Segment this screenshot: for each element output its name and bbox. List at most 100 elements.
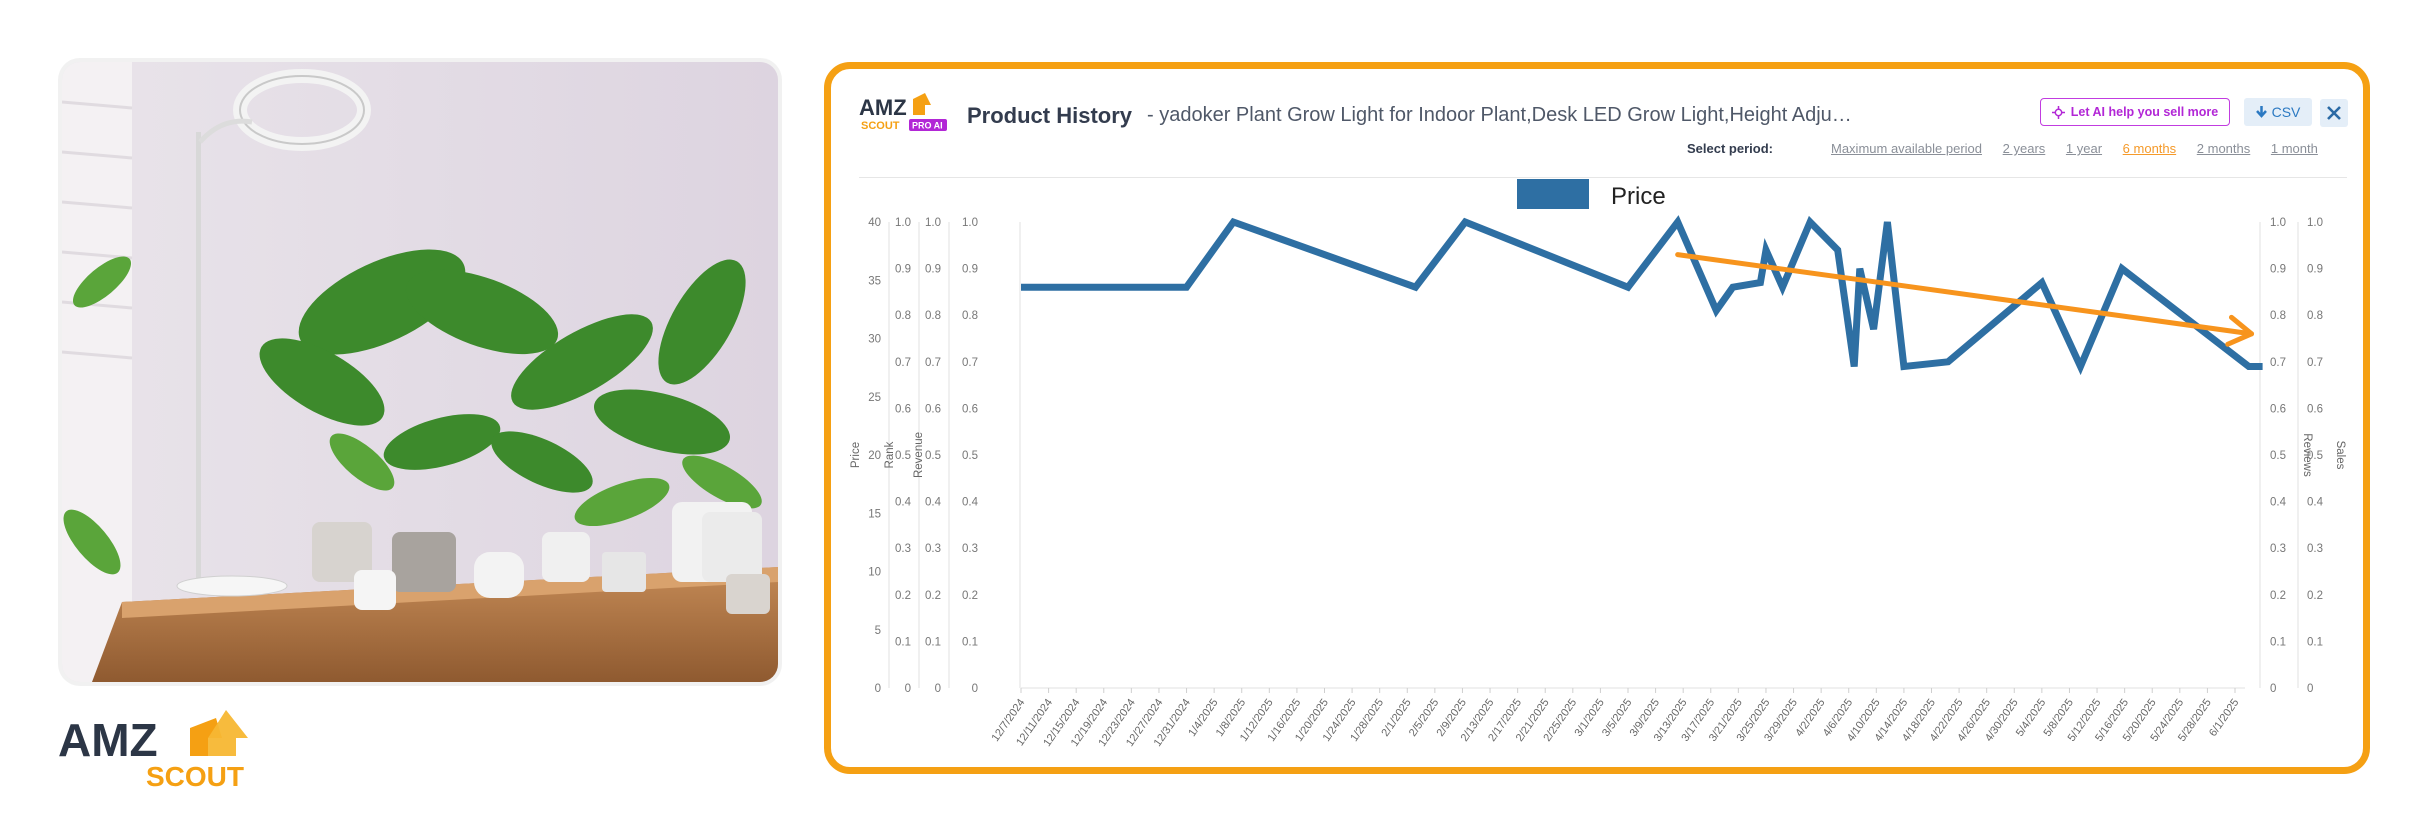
csv-download-button[interactable]: CSV: [2244, 98, 2312, 126]
period-1-month[interactable]: 1 month: [2270, 141, 2318, 156]
y-tick-rank: 0.4: [895, 497, 912, 509]
close-button[interactable]: [2320, 99, 2348, 127]
panel-logo-scout: SCOUT: [861, 120, 900, 132]
logo-text-top: AMZ: [58, 714, 158, 766]
logo-text-bottom: SCOUT: [146, 761, 244, 788]
y-tick-revenue: 0.5: [925, 450, 941, 462]
download-icon: [2255, 105, 2267, 118]
y-tick-price: 5: [875, 625, 881, 637]
y-tick-main: 0: [972, 683, 978, 695]
y-tick-sales: 0.1: [2307, 636, 2323, 648]
panel-logo-text: AMZ: [859, 95, 907, 120]
product-history-chart: Price 0 5 10 15 20 25 30 35 40 Price 0 0.1 0.2 0.3 0.4…: [850, 179, 2346, 749]
y-tick-main: 0.8: [962, 310, 978, 322]
legend-label-price: Price: [1611, 183, 1666, 210]
axis-title-reviews: Reviews: [2301, 433, 2313, 477]
y-tick-revenue: 0: [935, 683, 941, 695]
y-tick-price: 20: [868, 450, 881, 462]
y-tick-rank: 0.5: [895, 450, 911, 462]
axis-title-rank: Rank: [884, 441, 896, 468]
y-tick-revenue: 0.7: [925, 357, 941, 369]
y-tick-reviews: 0.6: [2270, 403, 2286, 415]
sparkle-icon: [2051, 105, 2065, 119]
y-tick-main: 0.4: [962, 497, 979, 509]
y-tick-price: 30: [868, 334, 881, 346]
y-tick-reviews: 1.0: [2270, 217, 2286, 229]
y-tick-sales: 0.3: [2307, 543, 2323, 555]
y-tick-main: 1.0: [962, 217, 978, 229]
trend-arrow-line: [1675, 252, 2255, 337]
y-tick-main: 0.9: [962, 264, 978, 276]
y-tick-price: 35: [868, 275, 881, 287]
header-divider: [859, 177, 2347, 178]
period-options: Maximum available period 2 years 1 year …: [1831, 141, 2335, 156]
legend-swatch-price: [1517, 179, 1589, 209]
y-tick-sales: 0.6: [2307, 403, 2323, 415]
period-1-year[interactable]: 1 year: [2065, 141, 2103, 156]
y-tick-main: 0.1: [962, 636, 978, 648]
y-tick-price: 25: [868, 392, 881, 404]
select-period-label: Select period:: [1687, 141, 1773, 156]
panel-logo: AMZ SCOUT PRO AI: [859, 93, 951, 133]
plant-lamp-photo: [62, 62, 778, 682]
y-tick-reviews: 0.3: [2270, 543, 2286, 555]
y-tick-main: 0.3: [962, 543, 978, 555]
y-tick-revenue: 0.9: [925, 264, 941, 276]
y-tick-sales: 0.5: [2307, 450, 2323, 462]
axis-title-revenue: Revenue: [913, 432, 925, 478]
y-tick-revenue: 1.0: [925, 217, 941, 229]
panel-logo-arrow-icon: [913, 93, 931, 115]
y-tick-rank: 0.8: [895, 310, 911, 322]
period-2-years[interactable]: 2 years: [2002, 141, 2046, 156]
y-tick-main: 0.5: [962, 450, 978, 462]
page-title: Product History: [967, 103, 1133, 128]
axis-title-price: Price: [850, 442, 862, 468]
y-tick-rank: 0.9: [895, 264, 911, 276]
product-history-panel: AMZ SCOUT PRO AI Product History - yadok…: [824, 62, 2370, 774]
y-tick-rank: 0.2: [895, 590, 911, 602]
y-tick-rank: 1.0: [895, 217, 911, 229]
y-tick-main: 0.7: [962, 357, 978, 369]
axis-title-sales: Sales: [2334, 441, 2346, 470]
period-6-months[interactable]: 6 months: [2122, 141, 2177, 156]
y-tick-price: 15: [868, 508, 881, 520]
chart-legend[interactable]: Price: [1517, 179, 1666, 210]
y-tick-sales: 0.7: [2307, 357, 2323, 369]
y-tick-rank: 0: [905, 683, 911, 695]
pro-ai-badge-text: PRO AI: [912, 121, 943, 131]
y-tick-reviews: 0.5: [2270, 450, 2286, 462]
ai-help-button[interactable]: Let AI help you sell more: [2040, 98, 2230, 126]
y-tick-main: 0.6: [962, 403, 978, 415]
y-tick-revenue: 0.2: [925, 590, 941, 602]
y-tick-revenue: 0.4: [925, 497, 942, 509]
y-tick-sales: 0.2: [2307, 590, 2323, 602]
y-tick-reviews: 0.7: [2270, 357, 2286, 369]
price-series-line[interactable]: [1021, 215, 2263, 376]
y-tick-rank: 0.7: [895, 357, 911, 369]
y-tick-price: 10: [868, 567, 881, 579]
y-tick-revenue: 0.3: [925, 543, 941, 555]
amzscout-logo: AMZ SCOUT: [58, 708, 268, 792]
ai-help-label: Let AI help you sell more: [2070, 105, 2219, 119]
product-image[interactable]: [62, 62, 778, 682]
y-tick-rank: 0.1: [895, 636, 911, 648]
y-tick-reviews: 0: [2270, 683, 2276, 695]
y-tick-rank: 0.6: [895, 403, 911, 415]
period-max[interactable]: Maximum available period: [1831, 141, 1983, 156]
y-tick-sales: 1.0: [2307, 217, 2323, 229]
y-tick-sales: 0.8: [2307, 310, 2323, 322]
y-tick-reviews: 0.2: [2270, 590, 2286, 602]
logo-arrow-icon: [190, 718, 222, 756]
period-2-months[interactable]: 2 months: [2196, 141, 2251, 156]
y-tick-sales: 0.9: [2307, 264, 2323, 276]
y-tick-main: 0.2: [962, 590, 978, 602]
y-tick-reviews: 0.1: [2270, 636, 2286, 648]
y-tick-sales: 0: [2307, 683, 2313, 695]
y-tick-price: 40: [868, 217, 881, 229]
y-tick-sales: 0.4: [2307, 497, 2324, 509]
y-tick-revenue: 0.8: [925, 310, 941, 322]
y-tick-reviews: 0.4: [2270, 497, 2287, 509]
y-tick-revenue: 0.1: [925, 636, 941, 648]
y-tick-price: 0: [875, 683, 881, 695]
csv-label: CSV: [2271, 104, 2301, 120]
